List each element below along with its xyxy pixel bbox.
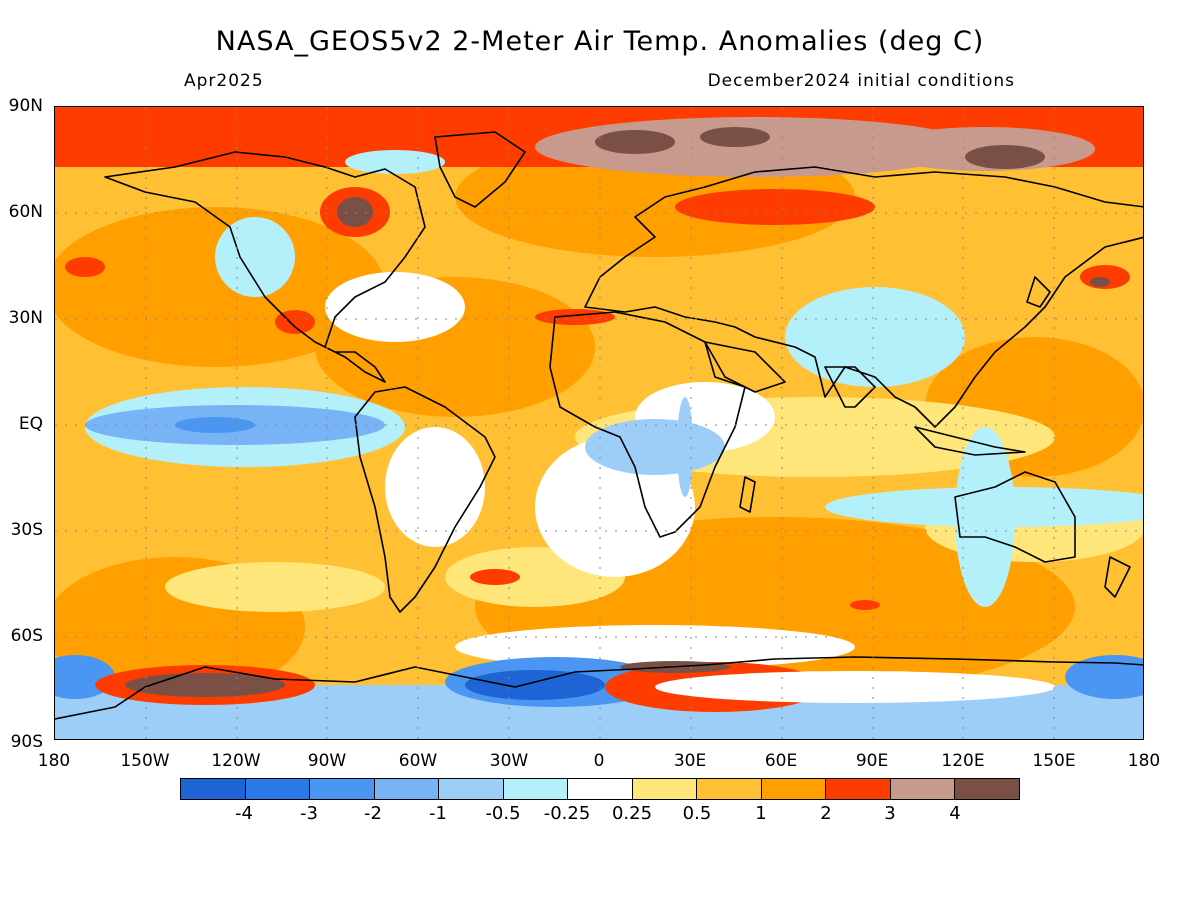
colorbar-segment xyxy=(955,779,1019,799)
lat-label-60n: 60N xyxy=(8,202,43,222)
colorbar-segment xyxy=(697,779,762,799)
colorbar-segment xyxy=(568,779,633,799)
colorbar-label: 2 xyxy=(820,803,832,824)
colorbar-label: -1 xyxy=(429,803,447,824)
colorbar xyxy=(180,778,1020,800)
lat-label-30n: 30N xyxy=(8,308,43,328)
lat-label-60s: 60S xyxy=(10,626,43,646)
lat-label-eq: EQ xyxy=(18,414,43,434)
lat-label-30s: 30S xyxy=(10,520,43,540)
lon-label-120w: 120W xyxy=(211,751,261,771)
colorbar-segment xyxy=(310,779,375,799)
lon-label-180w: 180 xyxy=(37,751,71,771)
anomaly-map-canvas xyxy=(55,107,1143,739)
colorbar-label: 0.25 xyxy=(611,803,653,824)
colorbar-segment xyxy=(761,779,827,799)
lon-label-30w: 30W xyxy=(489,751,529,771)
lat-label-90s: 90S xyxy=(10,732,43,752)
colorbar-label: 1 xyxy=(755,803,767,824)
colorbar-label: 3 xyxy=(884,803,896,824)
colorbar-segment xyxy=(503,779,569,799)
forecast-month: Apr2025 xyxy=(184,71,264,91)
lon-label-90e: 90E xyxy=(855,751,889,771)
lon-label-0: 0 xyxy=(593,751,605,771)
colorbar-label: -0.5 xyxy=(485,803,521,824)
colorbar-segment xyxy=(245,779,311,799)
colorbar-label: -4 xyxy=(235,803,253,824)
colorbar-segment xyxy=(181,779,246,799)
lon-label-180e: 180 xyxy=(1127,751,1161,771)
colorbar-label: -3 xyxy=(300,803,318,824)
colorbar-segment xyxy=(890,779,956,799)
colorbar-segment xyxy=(439,779,504,799)
lon-label-60e: 60E xyxy=(764,751,798,771)
lon-label-150w: 150W xyxy=(120,751,170,771)
anomaly-map xyxy=(54,106,1144,740)
colorbar-label: 0.5 xyxy=(682,803,712,824)
colorbar-segment xyxy=(632,779,698,799)
colorbar-label: 4 xyxy=(949,803,961,824)
lon-label-150e: 150E xyxy=(1032,751,1076,771)
initial-conditions-label: December2024 initial conditions xyxy=(707,71,1015,91)
lon-label-120e: 120E xyxy=(941,751,985,771)
lon-label-30e: 30E xyxy=(673,751,707,771)
colorbar-segment xyxy=(374,779,440,799)
lat-label-90n: 90N xyxy=(8,96,43,116)
colorbar-label: -0.25 xyxy=(543,803,591,824)
lon-label-60w: 60W xyxy=(398,751,438,771)
map-title: NASA_GEOS5v2 2-Meter Air Temp. Anomalies… xyxy=(215,26,985,57)
lon-label-90w: 90W xyxy=(307,751,347,771)
colorbar-label: -2 xyxy=(364,803,382,824)
colorbar-segment xyxy=(826,779,891,799)
